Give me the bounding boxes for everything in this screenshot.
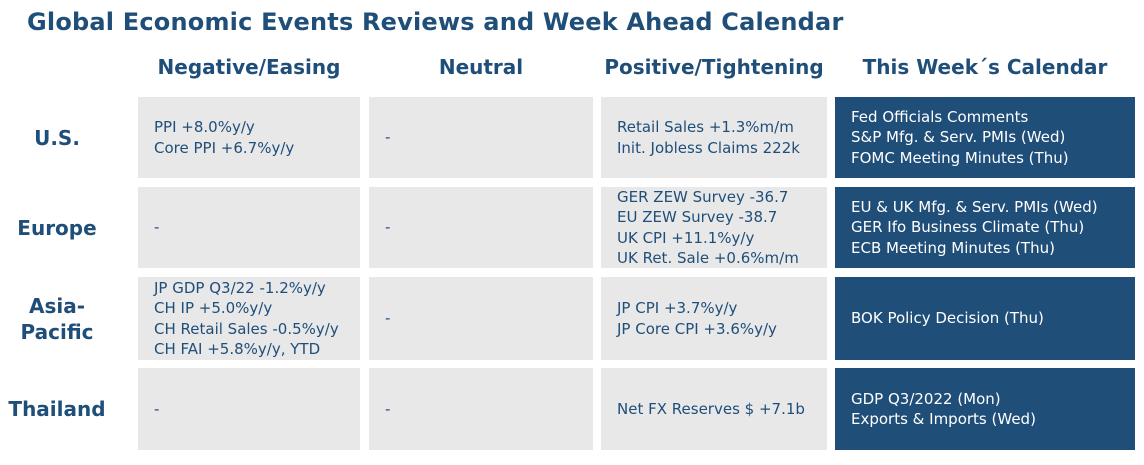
cell-line: UK Ret. Sale +0.6%m/m [617, 249, 799, 267]
cell-line: EU ZEW Survey -38.7 [617, 208, 778, 226]
cell-line: JP CPI +3.7%y/y [617, 299, 738, 317]
cell-europe-calendar: EU & UK Mfg. & Serv. PMIs (Wed) GER Ifo … [835, 187, 1135, 268]
cell-europe-negative: - [138, 187, 360, 268]
cell-line: - [385, 128, 391, 147]
cell-thailand-neutral: - [369, 368, 593, 450]
column-header-calendar: This Week´s Calendar [862, 55, 1108, 79]
row-header-label: Thailand [8, 397, 106, 421]
row-header-label-line: Asia- [28, 293, 86, 318]
cell-line: CH IP +5.0%y/y [154, 299, 273, 317]
cell-line: - [385, 218, 391, 237]
cell-us-neutral: - [369, 97, 593, 178]
cell-line: - [154, 399, 160, 418]
column-header-neutral: Neutral [438, 55, 524, 79]
cell-line: Exports & Imports (Wed) [851, 410, 1036, 428]
row-header-label: Europe [17, 215, 97, 240]
cell-line: Net FX Reserves $ +7.1b [617, 399, 805, 418]
cell-asia-neutral: - [369, 277, 593, 360]
cell-thailand-calendar: GDP Q3/2022 (Mon) Exports & Imports (Wed… [835, 368, 1135, 450]
cell-thailand-positive: Net FX Reserves $ +7.1b [601, 368, 827, 450]
row-header-us: U.S. [0, 97, 114, 178]
cell-line: GER ZEW Survey -36.7 [617, 187, 789, 206]
cell-us-positive: Retail Sales +1.3%m/m Init. Jobless Clai… [601, 97, 827, 178]
cell-line: BOK Policy Decision (Thu) [851, 309, 1044, 328]
cell-line: GDP Q3/2022 (Mon) [851, 389, 1001, 408]
cell-asia-calendar: BOK Policy Decision (Thu) [835, 277, 1135, 360]
cell-line: FOMC Meeting Minutes (Thu) [851, 148, 1069, 167]
cell-line: Retail Sales +1.3%m/m [617, 118, 794, 136]
cell-line: CH FAI +5.8%y/y, YTD [154, 340, 321, 358]
cell-line: PPI +8.0%y/y [154, 118, 255, 136]
cell-line: Fed Officials Comments [851, 107, 1029, 126]
cell-line: CH Retail Sales -0.5%y/y [154, 319, 339, 338]
cell-us-calendar: Fed Officials Comments S&P Mfg. & Serv. … [835, 97, 1135, 178]
cell-line: Init. Jobless Claims 222k [617, 138, 800, 157]
cell-line: S&P Mfg. & Serv. PMIs (Wed) [851, 128, 1066, 147]
cell-europe-neutral: - [369, 187, 593, 268]
cell-line: - [154, 218, 160, 237]
cell-line: - [385, 309, 391, 328]
row-header-thailand: Thailand [0, 368, 114, 450]
column-header-positive: Positive/Tightening [604, 55, 824, 79]
row-header-label-line: Pacific [20, 319, 94, 344]
cell-line: JP Core CPI +3.6%y/y [617, 319, 777, 338]
page-title: Global Economic Events Reviews and Week … [27, 8, 844, 36]
cell-line: Core PPI +6.7%y/y [154, 138, 295, 157]
row-header-label: U.S. [34, 125, 80, 150]
row-header-europe: Europe [0, 187, 114, 268]
cell-line: EU & UK Mfg. & Serv. PMIs (Wed) [851, 197, 1098, 216]
cell-asia-positive: JP CPI +3.7%y/y JP Core CPI +3.6%y/y [601, 277, 827, 360]
cell-line: ECB Meeting Minutes (Thu) [851, 238, 1055, 257]
column-header-negative: Negative/Easing [157, 55, 341, 79]
cell-line: GER Ifo Business Climate (Thu) [851, 218, 1085, 237]
cell-us-negative: PPI +8.0%y/y Core PPI +6.7%y/y [138, 97, 360, 178]
cell-line: - [385, 399, 391, 418]
cell-asia-negative: JP GDP Q3/22 -1.2%y/y CH IP +5.0%y/y CH … [138, 277, 360, 360]
cell-europe-positive: GER ZEW Survey -36.7 EU ZEW Survey -38.7… [601, 187, 827, 268]
row-header-asia-pacific: Asia- Pacific [0, 277, 114, 360]
cell-line: UK CPI +11.1%y/y [617, 228, 755, 247]
cell-thailand-negative: - [138, 368, 360, 450]
cell-line: JP GDP Q3/22 -1.2%y/y [154, 278, 326, 297]
